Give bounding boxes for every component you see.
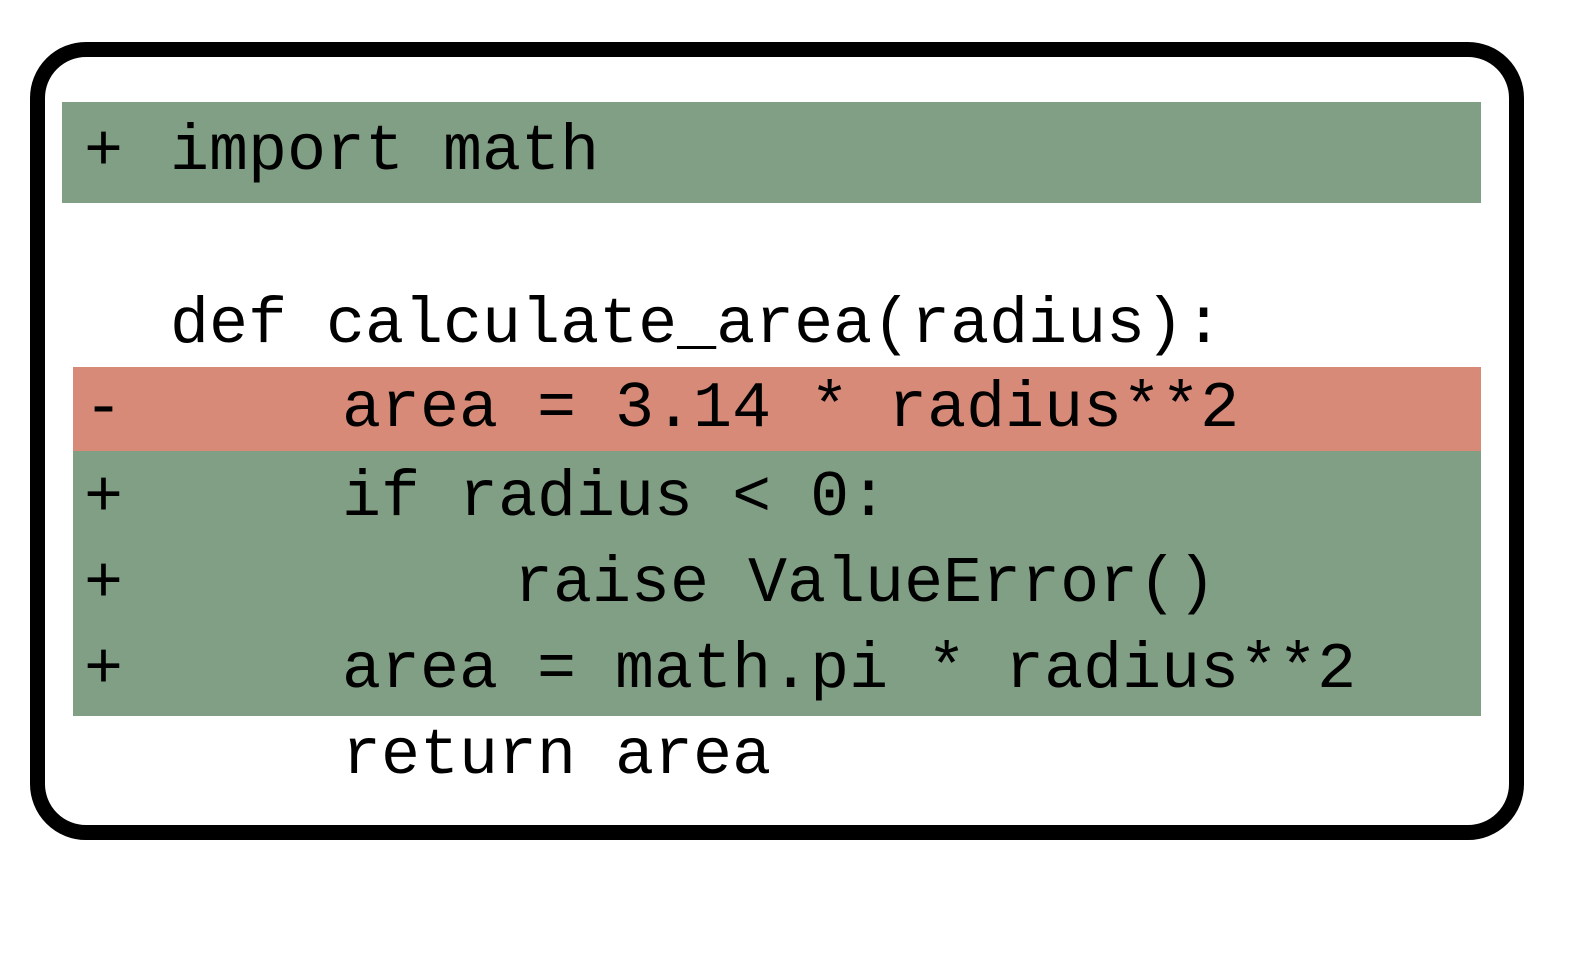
code-text: def calculate_area(radius):	[170, 288, 1224, 362]
diff-line-context-def: def calculate_area(radius):	[62, 282, 1481, 368]
code-text: area = 3.14 * radius**2	[342, 372, 1240, 446]
diff-line-removed-area: - area = 3.14 * radius**2	[73, 367, 1481, 451]
code-text: import math	[170, 115, 600, 189]
added-sign: +	[84, 547, 124, 621]
code-text: area = math.pi * radius**2	[342, 633, 1357, 707]
diff-line-context-return: return area	[62, 713, 1481, 799]
diff-added-block: + if radius < 0: + raise ValueError() + …	[73, 451, 1481, 716]
diff-line-added-if: + if radius < 0:	[73, 455, 1481, 541]
diff-line-added-area: + area = math.pi * radius**2	[73, 627, 1481, 713]
code-text: return area	[342, 719, 772, 793]
diff-line-added-raise: + raise ValueError()	[73, 541, 1481, 627]
code-text: raise ValueError()	[514, 547, 1217, 621]
removed-sign: -	[84, 372, 124, 446]
added-sign: +	[84, 633, 124, 707]
added-sign: +	[84, 115, 124, 189]
added-sign: +	[84, 461, 124, 535]
diff-line-added-import: + import math	[62, 102, 1481, 203]
code-text: if radius < 0:	[342, 461, 889, 535]
